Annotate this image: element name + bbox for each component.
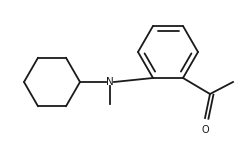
Text: O: O bbox=[201, 125, 209, 135]
Text: N: N bbox=[106, 77, 114, 87]
